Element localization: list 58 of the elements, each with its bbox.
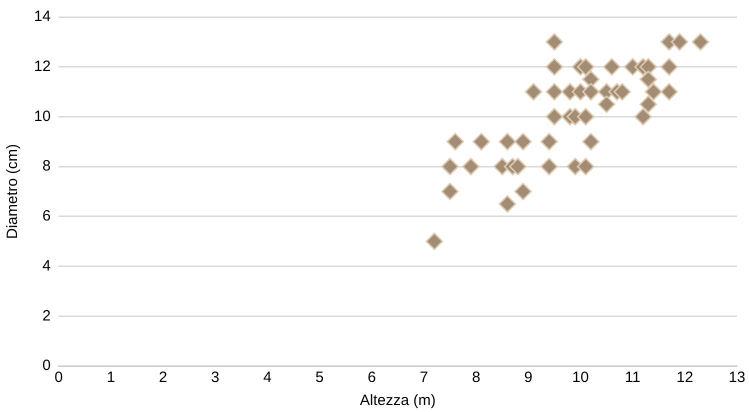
point <box>644 83 662 101</box>
point <box>582 83 600 101</box>
y-tick-label: 0 <box>42 357 51 374</box>
point <box>524 83 542 101</box>
x-tick-label: 4 <box>263 369 272 386</box>
point <box>540 158 558 176</box>
point <box>634 108 652 126</box>
point <box>640 96 658 113</box>
x-tick-label: 1 <box>106 369 116 386</box>
point <box>446 132 464 150</box>
point <box>514 132 532 150</box>
point <box>613 83 631 101</box>
x-tick-label: 7 <box>420 369 428 386</box>
x-tick-label: 5 <box>315 369 324 386</box>
point <box>603 58 621 76</box>
point <box>546 108 564 126</box>
point <box>670 33 688 51</box>
point <box>576 158 594 176</box>
y-axis-title: Diametro (cm) <box>4 144 22 240</box>
point <box>426 232 444 250</box>
x-tick-label: 2 <box>158 369 168 386</box>
point <box>576 108 594 126</box>
x-tick-label: 10 <box>572 369 589 386</box>
point <box>598 96 616 113</box>
point <box>462 158 480 176</box>
point <box>692 33 710 51</box>
y-tick-label: 14 <box>34 8 51 26</box>
x-axis-title: Altezza (m) <box>360 392 436 410</box>
point <box>640 70 658 88</box>
x-tick-label: 3 <box>211 369 220 386</box>
point <box>509 158 527 176</box>
point <box>546 58 564 76</box>
point <box>546 33 564 51</box>
x-tick-label: 13 <box>728 369 746 386</box>
point <box>576 58 594 76</box>
point <box>660 58 678 76</box>
point <box>441 158 459 176</box>
y-tick-label: 6 <box>42 208 51 225</box>
y-tick-label: 4 <box>42 257 51 274</box>
x-tick-label: 8 <box>472 369 480 386</box>
x-tick-label: 9 <box>524 369 532 386</box>
y-tick-label: 10 <box>34 108 51 125</box>
point <box>441 182 459 200</box>
y-tick-label: 12 <box>34 58 51 75</box>
point <box>546 83 564 101</box>
point <box>472 132 490 150</box>
point <box>514 182 532 200</box>
point <box>498 132 516 150</box>
x-tick-label: 6 <box>368 369 376 386</box>
y-tick-label: 8 <box>42 158 51 175</box>
point <box>582 132 600 150</box>
point <box>660 83 678 101</box>
point <box>498 195 516 213</box>
x-tick-label: 0 <box>54 369 63 386</box>
point <box>540 132 558 150</box>
y-tick-label: 2 <box>42 307 51 324</box>
x-tick-label: 12 <box>676 369 694 386</box>
x-tick-label: 11 <box>624 369 640 386</box>
